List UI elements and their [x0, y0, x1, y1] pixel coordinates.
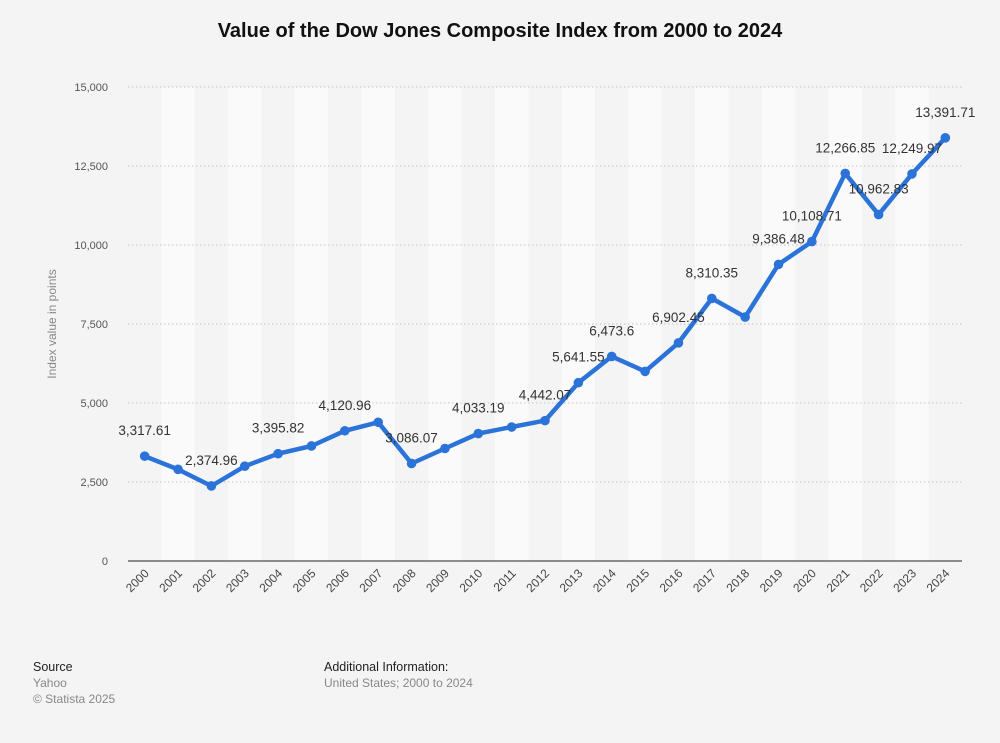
data-label: 5,641.55 [552, 350, 605, 365]
x-tick-label: 2006 [323, 566, 352, 595]
x-tick-label: 2009 [423, 566, 452, 595]
column-band [494, 87, 529, 561]
data-point [340, 425, 350, 436]
source-block: Source Yahoo © Statista 2025 [33, 659, 115, 707]
column-band [294, 87, 329, 561]
data-label: 6,902.45 [652, 310, 705, 325]
x-tick-label: 2010 [457, 566, 486, 595]
data-point [173, 464, 183, 475]
data-label: 4,033.19 [452, 401, 505, 416]
data-point [606, 351, 617, 362]
chart-title: Value of the Dow Jones Composite Index f… [217, 20, 783, 42]
data-label: 4,442.07 [519, 388, 572, 403]
data-label: 12,249.97 [882, 141, 942, 156]
data-point [239, 461, 250, 472]
data-label: 10,962.83 [849, 182, 909, 197]
x-tick-label: 2018 [723, 566, 752, 595]
data-label: 13,391.71 [915, 105, 975, 120]
data-point [273, 448, 283, 459]
x-tick-label: 2016 [657, 566, 686, 595]
data-label: 12,266.85 [815, 140, 875, 155]
additional-info-label: Additional Information: [324, 660, 449, 674]
x-tick-label: 2014 [590, 566, 619, 595]
data-label: 3,395.82 [252, 421, 305, 436]
x-tick-label: 2000 [123, 566, 152, 595]
data-point [873, 209, 884, 220]
y-tick-label: 12,500 [74, 161, 108, 173]
x-tick-label: 2015 [623, 566, 652, 595]
data-label: 10,108.71 [782, 209, 842, 224]
column-band [761, 87, 796, 561]
data-point [740, 312, 750, 322]
x-tick-label: 2005 [290, 566, 319, 595]
data-point [940, 133, 951, 143]
additional-info-block: Additional Information: United States; 2… [324, 659, 473, 691]
data-label: 6,473.6 [589, 323, 634, 338]
x-tick-label: 2002 [190, 566, 219, 595]
data-point [840, 168, 851, 179]
data-point [306, 441, 317, 451]
additional-info-value: United States; 2000 to 2024 [324, 676, 473, 690]
source-value: Yahoo [33, 676, 67, 690]
data-point [707, 293, 717, 304]
y-axis: 0 2,500 5,000 7,500 10,000 12,500 15,000 [74, 82, 108, 568]
y-axis-label: Index value in points [45, 269, 59, 378]
data-label: 2,374.96 [185, 453, 238, 468]
y-tick-label: 5,000 [80, 398, 108, 410]
x-tick-label: 2023 [890, 566, 919, 595]
data-label: 3,086.07 [385, 430, 438, 445]
y-tick-label: 15,000 [74, 82, 108, 94]
x-tick-label: 2024 [924, 566, 953, 595]
data-point [406, 458, 417, 469]
data-point [206, 481, 217, 491]
x-tick-label: 2019 [757, 566, 786, 595]
data-point [506, 422, 517, 432]
y-tick-label: 0 [102, 556, 108, 568]
y-tick-label: 10,000 [74, 240, 108, 252]
x-tick-label: 2003 [223, 566, 252, 595]
column-band [361, 87, 395, 561]
x-tick-label: 2021 [824, 566, 853, 595]
x-tick-label: 2011 [491, 566, 519, 594]
x-tick-label: 2007 [357, 566, 386, 595]
data-label: 8,310.35 [686, 265, 739, 280]
data-point [773, 259, 784, 270]
data-point [907, 169, 917, 179]
x-tick-label: 2017 [690, 566, 719, 595]
data-point [540, 415, 550, 426]
x-tick-label: 2008 [390, 566, 419, 595]
gridlines [128, 86, 962, 483]
series-layer [139, 133, 951, 491]
data-point [139, 451, 150, 461]
y-tick-label: 7,500 [80, 319, 108, 331]
x-tick-label: 2001 [156, 566, 185, 595]
column-band [161, 87, 195, 561]
y-tick-label: 2,500 [80, 477, 108, 489]
x-tick-label: 2012 [523, 566, 552, 595]
copyright[interactable]: © Statista 2025 [33, 692, 116, 706]
data-point [673, 338, 684, 348]
data-label: 4,120.96 [319, 398, 372, 413]
x-tick-label: 2020 [790, 566, 819, 595]
x-axis: 2000 2001 2002 2003 2004 2005 2006 2007 2008 2009… [123, 560, 962, 595]
data-label: 9,386.48 [752, 231, 805, 246]
data-point [640, 366, 650, 377]
data-point [373, 417, 384, 428]
data-labels: 3,317.61 2,374.96 3,395.82 4,120.96 3,086.07… [118, 105, 975, 468]
data-label: 3,317.61 [118, 423, 171, 438]
x-tick-label: 2004 [256, 566, 285, 595]
data-point [573, 377, 584, 388]
x-tick-label: 2022 [857, 566, 886, 595]
data-point [440, 443, 450, 454]
source-label: Source [33, 660, 73, 674]
data-point [807, 236, 817, 247]
x-tick-label: 2013 [557, 566, 586, 595]
data-point [473, 428, 484, 439]
